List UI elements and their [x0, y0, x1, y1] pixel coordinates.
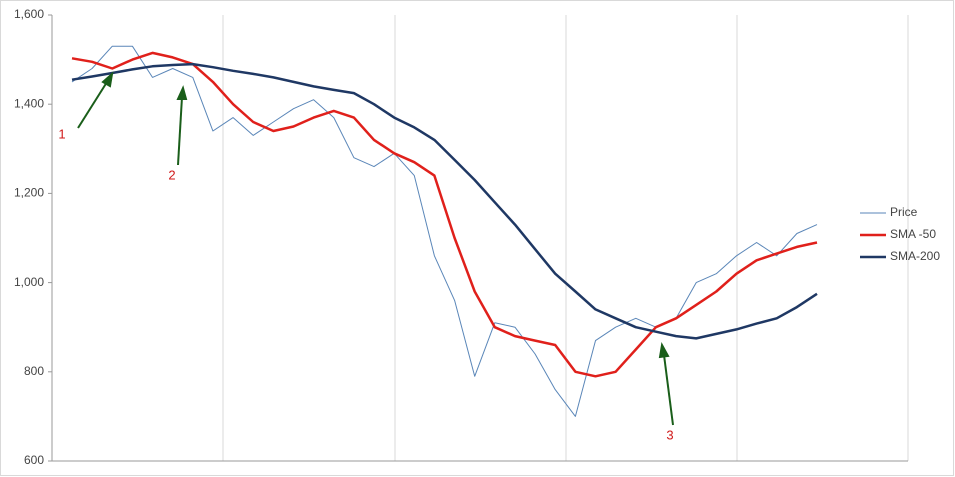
y-tick-label: 800: [24, 364, 44, 378]
y-tick-label: 1,400: [14, 96, 44, 110]
y-tick-label: 600: [24, 453, 44, 467]
line-series: [71, 45, 818, 417]
arrows: [77, 71, 674, 426]
arrow-head: [176, 85, 188, 100]
arrow: [177, 96, 183, 166]
y-tick-label: 1,000: [14, 275, 44, 289]
y-tick-label: 1,600: [14, 7, 44, 21]
plot: [71, 45, 818, 417]
legend-label: SMA -50: [890, 227, 936, 241]
legend-label: Price: [890, 205, 918, 219]
annotation: 2: [168, 167, 175, 182]
annotation: 1: [58, 126, 65, 141]
annotation: 3: [666, 427, 673, 442]
y-tick-label: 1,200: [14, 186, 44, 200]
line-series: [71, 62, 818, 340]
arrow: [663, 354, 674, 426]
legend-label: SMA-200: [890, 249, 940, 263]
arrow-head: [101, 71, 114, 88]
x-grid: [222, 15, 909, 461]
line-series: [71, 51, 818, 378]
arrow-head: [658, 341, 670, 359]
arrow: [77, 81, 108, 129]
